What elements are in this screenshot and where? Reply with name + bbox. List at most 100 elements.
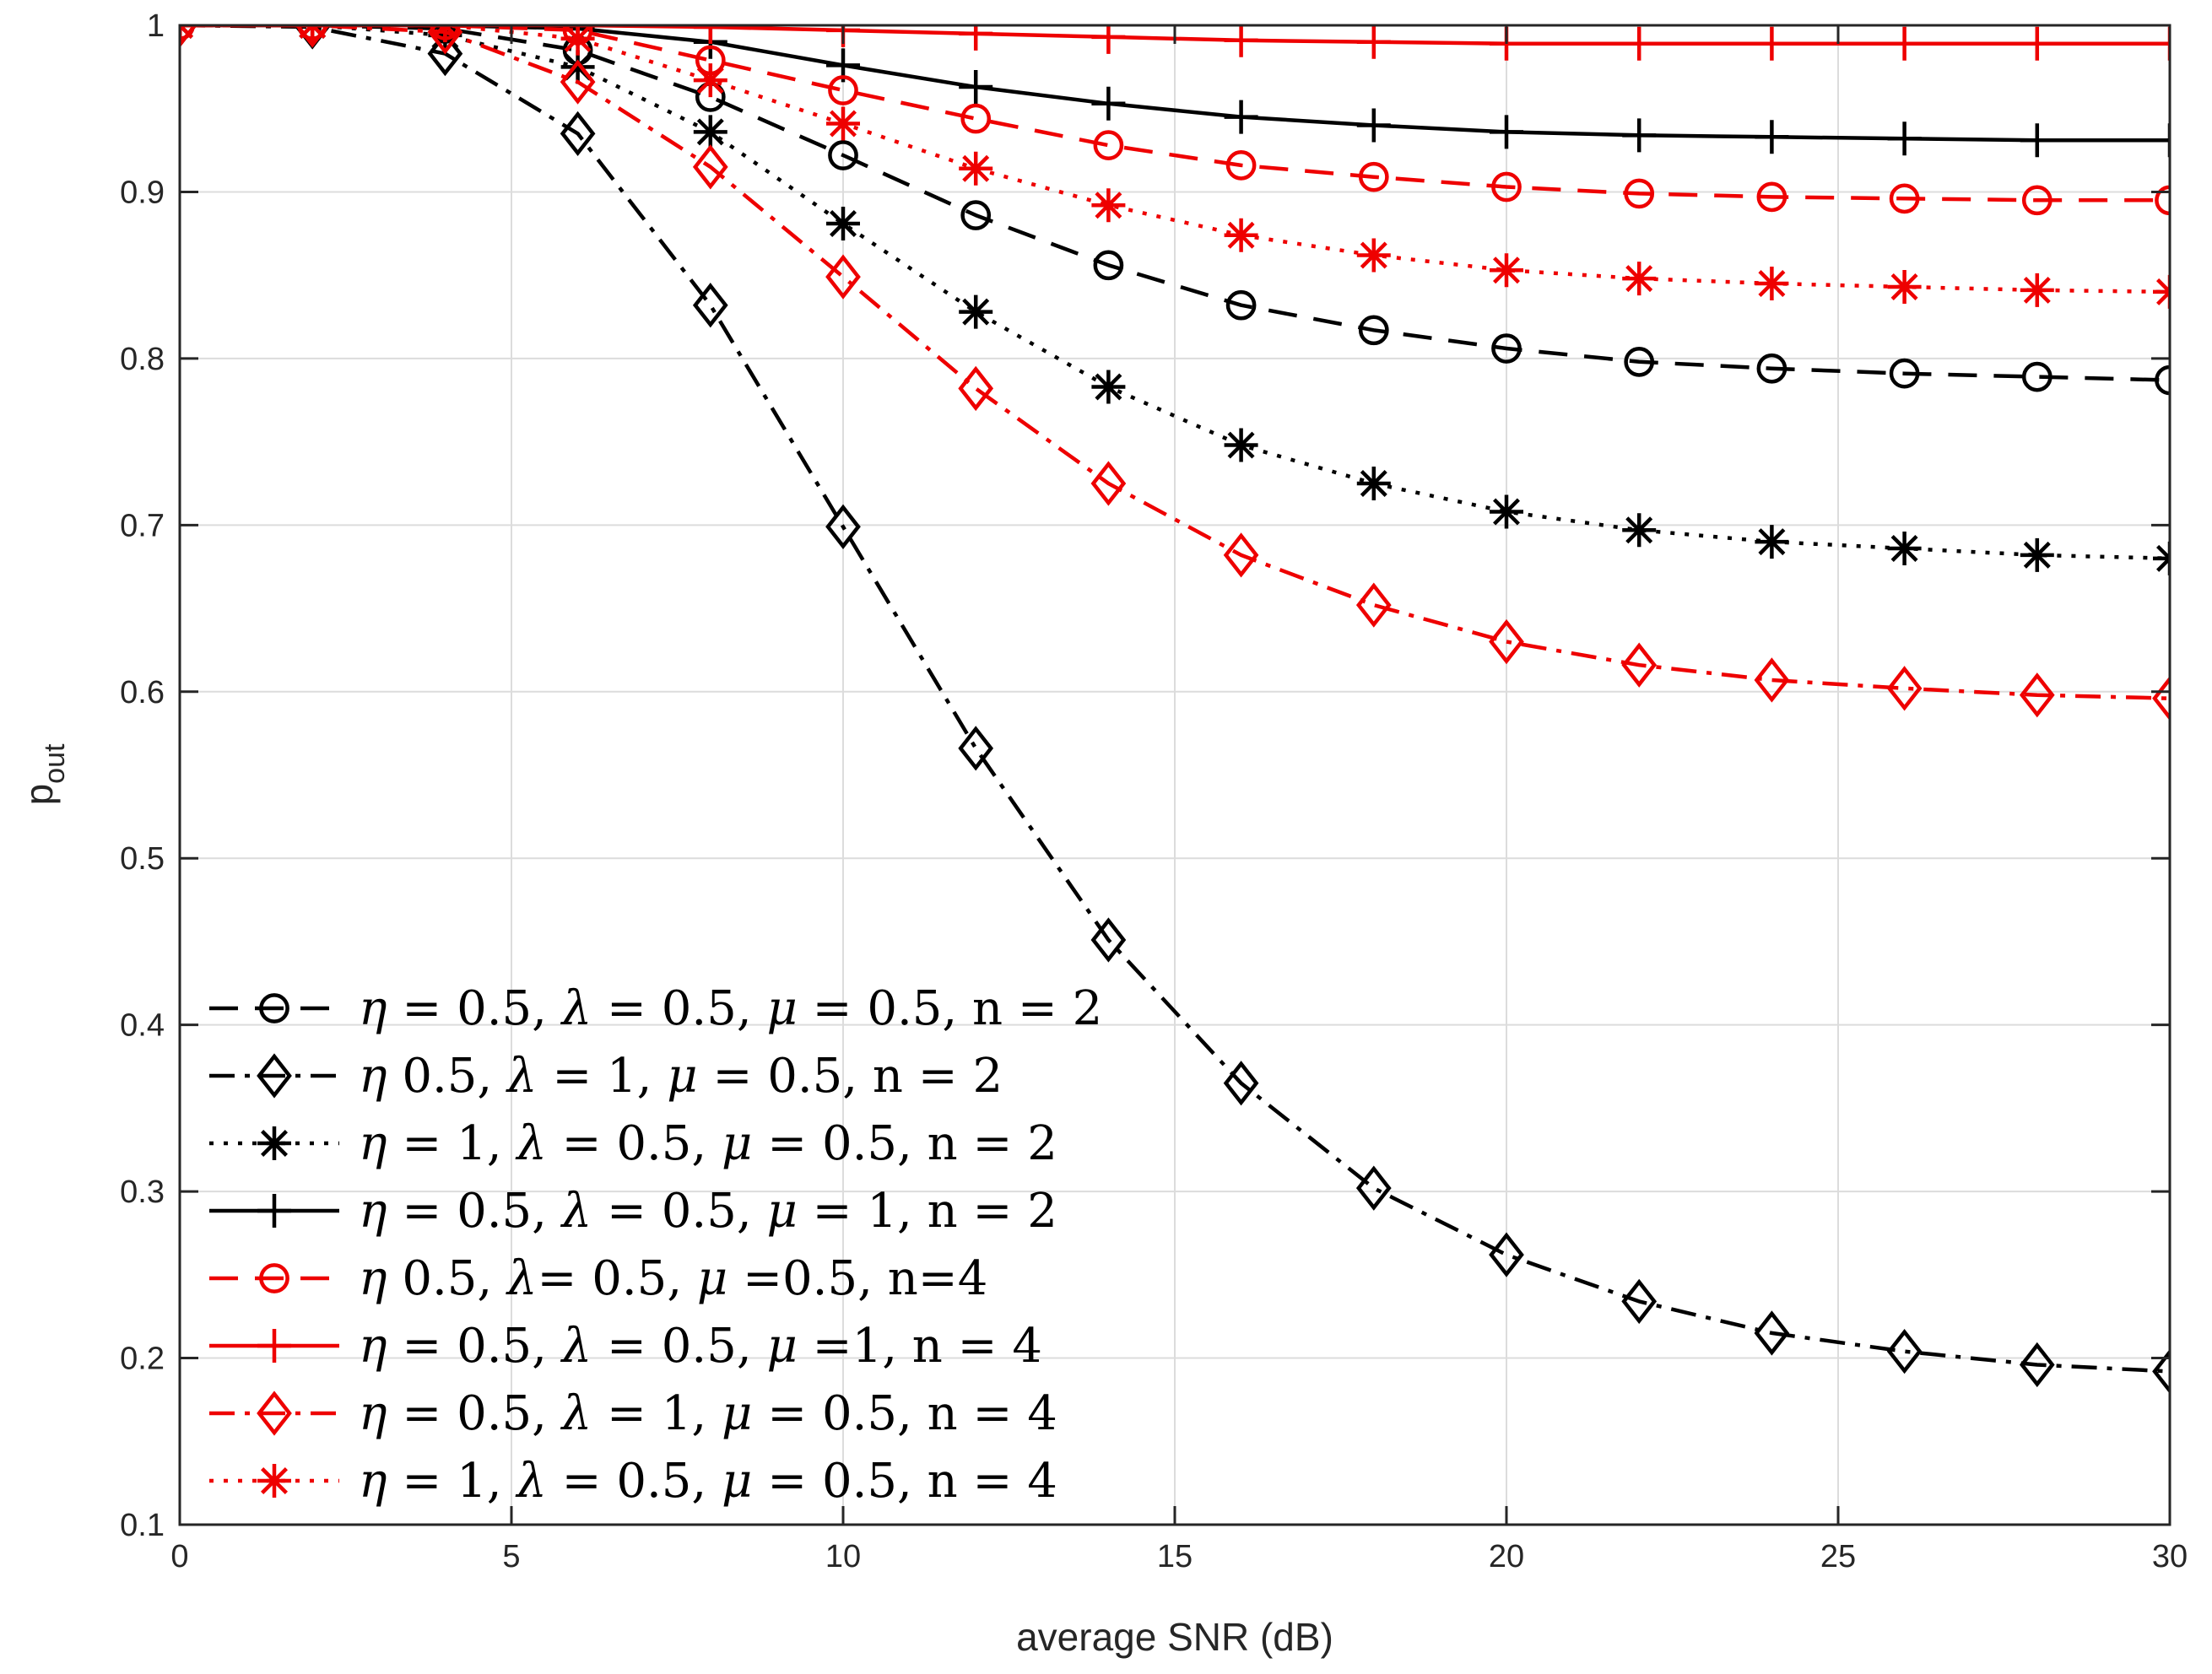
plus-marker [2020,26,2054,61]
circle-marker [2021,361,2052,392]
circle-marker [1491,171,1522,202]
diamond-marker [1621,642,1658,688]
diamond-marker [1223,532,1259,578]
legend-entry: η = 1, λ = 0.5, μ = 0.5, n = 2 [209,1116,1057,1171]
diamond-marker [1886,1329,1923,1374]
ticks: 0 5 10 15 20 25 30 0.1 0.2 0.3 0.4 0.5 0.6 0.7 0.8 0.9 1 [120,8,2188,1574]
asterisk-marker [1622,513,1657,548]
asterisk-marker [693,63,727,98]
plus-marker [1091,86,1126,121]
legend-label: η = 0.5, λ = 0.5, μ = 0.5, n = 2 [359,981,1102,1036]
plus-marker [1356,25,1391,59]
y-tick-label: 0.2 [120,1342,165,1377]
circle-marker [1624,178,1655,209]
circle-marker [828,75,858,105]
legend-entry: η = 1, λ = 0.5, μ = 0.5, n = 4 [209,1454,1057,1509]
diamond-marker [958,365,994,412]
circle-marker [259,1263,289,1293]
legend-entry: η = 0.5, λ = 0.5, μ = 1, n = 2 [209,1184,1057,1239]
diamond-marker [1886,666,1923,711]
legend-entry: η = 0.5, λ = 0.5, μ = 0.5, n = 2 [209,981,1102,1036]
plus-marker [1224,25,1258,57]
series-line [180,25,2170,700]
plus-marker [693,25,727,44]
circle-marker [960,200,992,230]
circle-marker [1225,289,1257,321]
diamond-marker [257,1053,292,1099]
plus-marker [1622,26,1657,61]
y-tick-label: 0.7 [120,508,165,543]
asterisk-marker [560,50,595,84]
legend-label: η = 0.5, λ = 0.5, μ =1, n = 4 [359,1319,1042,1374]
diamond-marker [295,25,331,48]
diamond-marker [2152,1348,2170,1395]
plus-marker [1622,118,1657,153]
legend-label: η 0.5, λ= 0.5, μ =0.5, n=4 [359,1251,987,1306]
asterisk-marker [1755,525,1789,559]
x-axis-title: average SNR (dB) [1016,1615,1333,1659]
circle-marker [828,140,858,170]
asterisk-marker [1887,531,1922,565]
y-axis-title-main: p [17,784,61,806]
y-axis-title: pout [17,743,71,805]
legend-label: η = 0.5, λ = 0.5, μ = 1, n = 2 [359,1184,1057,1239]
diamond-marker [560,59,596,105]
diamond-marker [1223,1061,1259,1106]
plus-marker [959,70,993,105]
series-line [180,25,2170,1374]
diamond-marker [2019,1342,2055,1388]
diamond-marker [1355,582,1392,628]
plus-marker [1887,122,1922,156]
plus-marker [1224,100,1258,134]
diamond-marker [2019,672,2055,718]
circle-marker [1889,358,1920,389]
asterisk-marker [1224,428,1258,462]
y-tick-label: 0.5 [120,841,165,877]
asterisk-marker [959,294,993,329]
circle-marker [1093,130,1124,161]
asterisk-marker [2020,273,2054,307]
diamond-marker [825,504,861,549]
y-tick-label: 0.8 [120,342,165,377]
x-tick-label: 30 [2152,1539,2188,1574]
plus-marker [1356,108,1391,143]
legend-entry: η = 0.5, λ = 1, μ = 0.5, n = 4 [209,1386,1057,1441]
x-tick-label: 20 [1489,1539,1524,1574]
asterisk-marker [1091,188,1126,223]
asterisk-marker [257,1464,291,1498]
asterisk-marker [1755,267,1789,301]
y-tick-label: 1 [147,8,165,44]
legend-label: η = 0.5, λ = 1, μ = 0.5, n = 4 [359,1386,1057,1441]
x-tick-label: 15 [1157,1539,1193,1574]
asterisk-marker [959,151,993,186]
legend-label: η = 1, λ = 0.5, μ = 0.5, n = 4 [359,1454,1057,1509]
circle-marker [1624,346,1655,377]
legend-entry: η 0.5, λ= 0.5, μ =0.5, n=4 [209,1251,987,1306]
asterisk-marker [1887,269,1922,304]
legend-label: η = 1, λ = 0.5, μ = 0.5, n = 2 [359,1116,1057,1171]
diamond-marker [825,254,861,300]
diamond-marker [1621,1278,1658,1325]
asterisk-marker [1490,494,1523,529]
asterisk-marker [1091,370,1126,404]
circle-marker [960,103,992,134]
diamond-marker [958,726,994,771]
x-tick-label: 25 [1820,1539,1856,1574]
diamond-marker [692,283,728,328]
circle-marker [1756,181,1787,213]
svg-text:pout: pout [17,743,71,805]
diamond-marker [1754,657,1790,703]
plus-marker [1887,26,1922,61]
circle-marker [1093,250,1124,281]
asterisk-marker [1490,253,1523,288]
diamond-marker [257,1390,292,1436]
y-tick-label: 0.3 [120,1174,165,1210]
diamond-marker [692,144,728,190]
x-tick-label: 5 [502,1539,520,1574]
plus-marker [1490,115,1523,149]
legend: η = 0.5, λ = 0.5, μ = 0.5, n = 2 η 0.5, λ… [209,981,1102,1509]
y-tick-label: 0.9 [120,175,165,210]
circle-marker [2021,185,2052,216]
legend-entry: η = 0.5, λ = 0.5, μ =1, n = 4 [209,1319,1042,1374]
